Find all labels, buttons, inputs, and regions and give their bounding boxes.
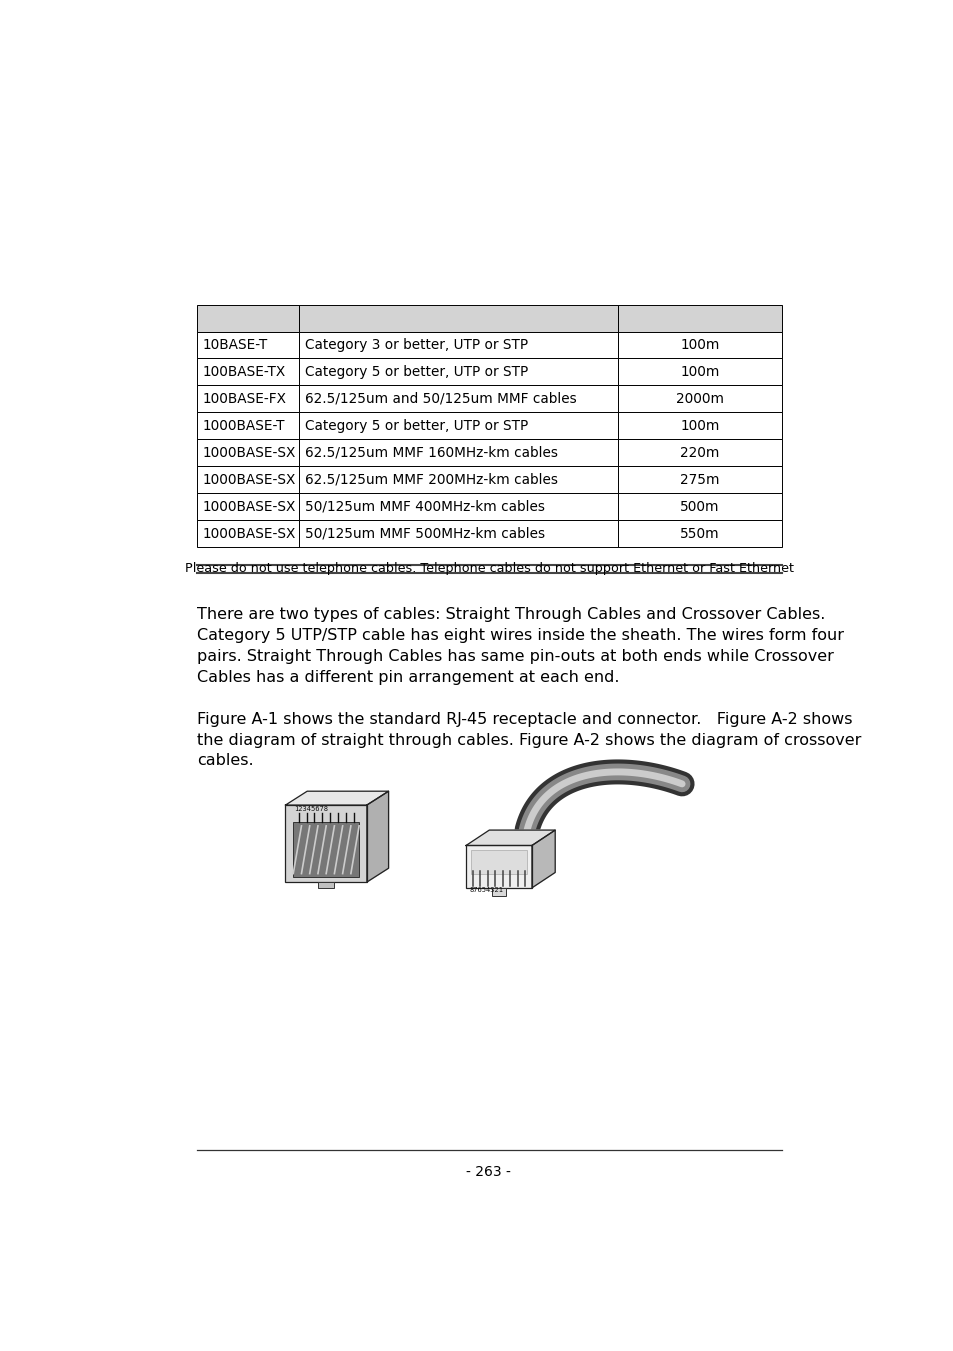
Polygon shape	[285, 792, 388, 805]
Text: 62.5/125um MMF 160MHz-km cables: 62.5/125um MMF 160MHz-km cables	[304, 446, 557, 459]
Bar	[196, 331, 299, 358]
Bar	[196, 385, 299, 412]
Polygon shape	[466, 830, 555, 846]
Bar	[618, 304, 781, 331]
Text: 100BASE-TX: 100BASE-TX	[202, 365, 285, 378]
Bar	[299, 358, 618, 385]
Text: Figure A-1 shows the standard RJ-45 receptacle and connector.   Figure A-2 shows: Figure A-1 shows the standard RJ-45 rece…	[196, 712, 851, 727]
Bar	[618, 520, 781, 547]
Bar	[196, 304, 299, 331]
Text: 220m: 220m	[679, 446, 719, 459]
Text: 550m: 550m	[679, 527, 719, 540]
Text: 62.5/125um MMF 200MHz-km cables: 62.5/125um MMF 200MHz-km cables	[304, 473, 557, 486]
Text: 1000BASE-SX: 1000BASE-SX	[202, 527, 295, 540]
Bar	[299, 412, 618, 439]
Bar	[618, 466, 781, 493]
Text: 100m: 100m	[679, 419, 719, 432]
Bar	[466, 846, 532, 888]
Text: Category 5 or better, UTP or STP: Category 5 or better, UTP or STP	[304, 419, 527, 432]
Bar	[299, 493, 618, 520]
Text: 100BASE-FX: 100BASE-FX	[202, 392, 286, 405]
Bar	[618, 331, 781, 358]
Text: 275m: 275m	[679, 473, 719, 486]
Text: Category 5 or better, UTP or STP: Category 5 or better, UTP or STP	[304, 365, 527, 378]
Text: Cables has a different pin arrangement at each end.: Cables has a different pin arrangement a…	[196, 670, 618, 685]
Polygon shape	[532, 830, 555, 888]
Bar	[299, 385, 618, 412]
Bar	[299, 331, 618, 358]
Text: 500m: 500m	[679, 500, 719, 513]
Text: - 263 -: - 263 -	[466, 1165, 511, 1178]
Bar	[470, 850, 527, 874]
Bar	[492, 888, 505, 896]
Bar	[196, 439, 299, 466]
Text: Category 3 or better, UTP or STP: Category 3 or better, UTP or STP	[304, 338, 527, 353]
Text: pairs. Straight Through Cables has same pin-outs at both ends while Crossover: pairs. Straight Through Cables has same …	[196, 648, 833, 663]
Bar	[285, 805, 367, 882]
Text: 100m: 100m	[679, 365, 719, 378]
Bar	[196, 493, 299, 520]
Bar	[299, 520, 618, 547]
Text: Please do not use telephone cables. Telephone cables do not support Ethernet or : Please do not use telephone cables. Tele…	[185, 562, 793, 576]
Text: There are two types of cables: Straight Through Cables and Crossover Cables.: There are two types of cables: Straight …	[196, 607, 824, 623]
Bar	[618, 358, 781, 385]
Text: 1000BASE-SX: 1000BASE-SX	[202, 500, 295, 513]
Bar	[196, 520, 299, 547]
Text: the diagram of straight through cables. Figure A-2 shows the diagram of crossove: the diagram of straight through cables. …	[196, 732, 861, 747]
Bar	[196, 466, 299, 493]
Bar	[618, 412, 781, 439]
Text: 2000m: 2000m	[676, 392, 723, 405]
Bar	[618, 439, 781, 466]
Text: 10BASE-T: 10BASE-T	[202, 338, 267, 353]
Text: 62.5/125um and 50/125um MMF cables: 62.5/125um and 50/125um MMF cables	[304, 392, 576, 405]
Text: 87654321: 87654321	[469, 888, 502, 893]
Bar	[618, 493, 781, 520]
Bar	[299, 304, 618, 331]
Bar	[196, 358, 299, 385]
Bar	[196, 412, 299, 439]
Text: 100m: 100m	[679, 338, 719, 353]
Text: 12345678: 12345678	[294, 807, 328, 812]
Bar	[299, 439, 618, 466]
Text: cables.: cables.	[196, 754, 253, 769]
Text: 50/125um MMF 400MHz-km cables: 50/125um MMF 400MHz-km cables	[304, 500, 544, 513]
Text: 1000BASE-SX: 1000BASE-SX	[202, 473, 295, 486]
Bar	[318, 882, 334, 888]
Text: 1000BASE-T: 1000BASE-T	[202, 419, 284, 432]
Text: 1000BASE-SX: 1000BASE-SX	[202, 446, 295, 459]
Bar	[293, 821, 358, 877]
Bar	[618, 385, 781, 412]
Text: Category 5 UTP/STP cable has eight wires inside the sheath. The wires form four: Category 5 UTP/STP cable has eight wires…	[196, 628, 842, 643]
Polygon shape	[367, 792, 388, 882]
Bar	[299, 466, 618, 493]
Text: 50/125um MMF 500MHz-km cables: 50/125um MMF 500MHz-km cables	[304, 527, 544, 540]
